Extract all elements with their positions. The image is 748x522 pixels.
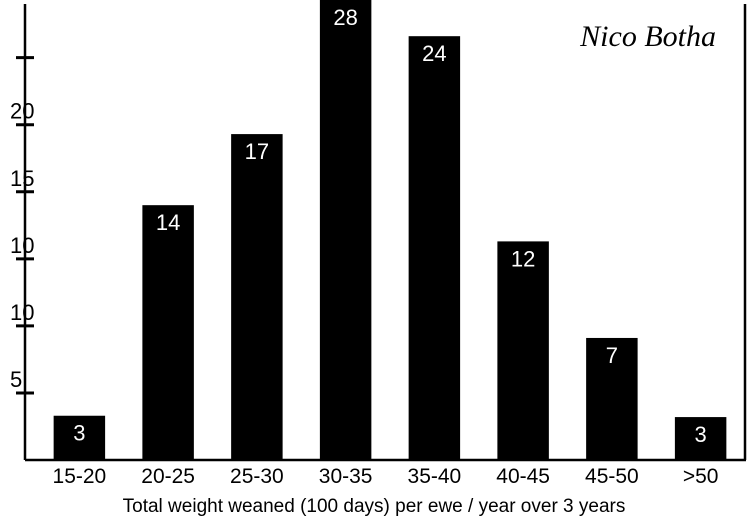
bar	[497, 241, 549, 460]
bar	[319, 0, 372, 460]
x-axis-tick-labels: 15-20 20-25 25-30 30-35 35-40 40-45 45-50 >50	[53, 465, 719, 488]
x-tick-label: 15-20	[53, 465, 107, 488]
bar-value-label: 14	[156, 210, 180, 235]
bar-value-label: 17	[245, 139, 269, 164]
y-axis-ticks: 5 10 10 15 20	[10, 56, 34, 395]
bar-value-label: 12	[511, 246, 535, 271]
x-tick-label: 25-30	[230, 465, 284, 488]
y-tick-label: 15	[10, 166, 34, 191]
bar	[674, 417, 727, 460]
bar	[142, 205, 194, 460]
bar	[408, 36, 461, 461]
author-note: Nico Botha	[579, 20, 716, 53]
bars: 3 14 17 28 24 12 7 3	[53, 0, 727, 461]
plot-frame	[23, 4, 747, 462]
bar	[53, 415, 106, 460]
bar-value-label: 3	[695, 422, 707, 447]
y-tick-label: 20	[10, 99, 34, 124]
x-axis-label: Total weight weaned (100 days) per ewe /…	[123, 496, 626, 517]
y-tick-label: 10	[10, 300, 34, 325]
bar-value-label: 28	[333, 5, 357, 30]
bar	[586, 337, 638, 460]
x-tick-label: >50	[683, 465, 719, 488]
bar-value-label: 3	[73, 421, 85, 446]
x-tick-label: 30-35	[319, 465, 373, 488]
x-tick-label: 45-50	[585, 465, 639, 488]
x-tick-label: 20-25	[141, 465, 195, 488]
bar-value-label: 7	[606, 343, 618, 368]
x-tick-label: 35-40	[408, 465, 462, 488]
y-tick-label: 5	[10, 367, 22, 392]
bar	[231, 134, 283, 460]
y-tick-label: 10	[10, 233, 34, 258]
bar-value-label: 24	[422, 41, 446, 66]
x-tick-label: 40-45	[496, 465, 550, 488]
